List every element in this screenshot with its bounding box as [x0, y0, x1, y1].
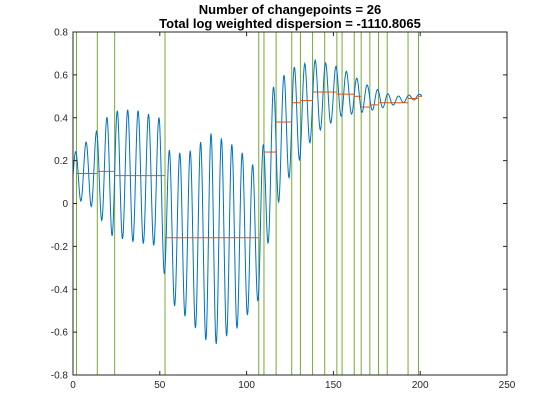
- y-tick-label: -0.8: [51, 371, 69, 382]
- y-tick-label: 0.8: [54, 28, 68, 39]
- y-tick-label: 0: [62, 199, 68, 210]
- chart-title-line-1: Number of changepoints = 26: [199, 2, 381, 17]
- changepoint-layer: [75, 32, 419, 375]
- chart-title-line-2: Total log weighted dispersion = -1110.80…: [159, 16, 421, 31]
- y-tick-label: 0.4: [54, 113, 68, 124]
- signal-layer: [72, 58, 423, 344]
- plot-area: [73, 32, 507, 375]
- y-tick-label: 0.2: [54, 156, 68, 167]
- x-tick-label: 250: [499, 380, 516, 391]
- x-tick-label: 0: [70, 380, 76, 391]
- axes-layer: 0 50 100 150 200 250 -0.8 -0.6 -0.4 -0.2 0 0.2 0.4 0.…: [51, 28, 516, 392]
- signal-series-line: [72, 58, 423, 344]
- y-tick-label: -0.6: [51, 328, 69, 339]
- x-tick-label: 100: [238, 380, 255, 391]
- y-tick-label: 0.6: [54, 70, 68, 81]
- y-tick-label: -0.4: [51, 285, 69, 296]
- y-tick-label: -0.2: [51, 242, 69, 253]
- segment-mean-layer: [76, 91, 422, 239]
- x-tick-label: 50: [154, 380, 166, 391]
- x-tick-label: 200: [412, 380, 429, 391]
- x-tick-label: 150: [325, 380, 342, 391]
